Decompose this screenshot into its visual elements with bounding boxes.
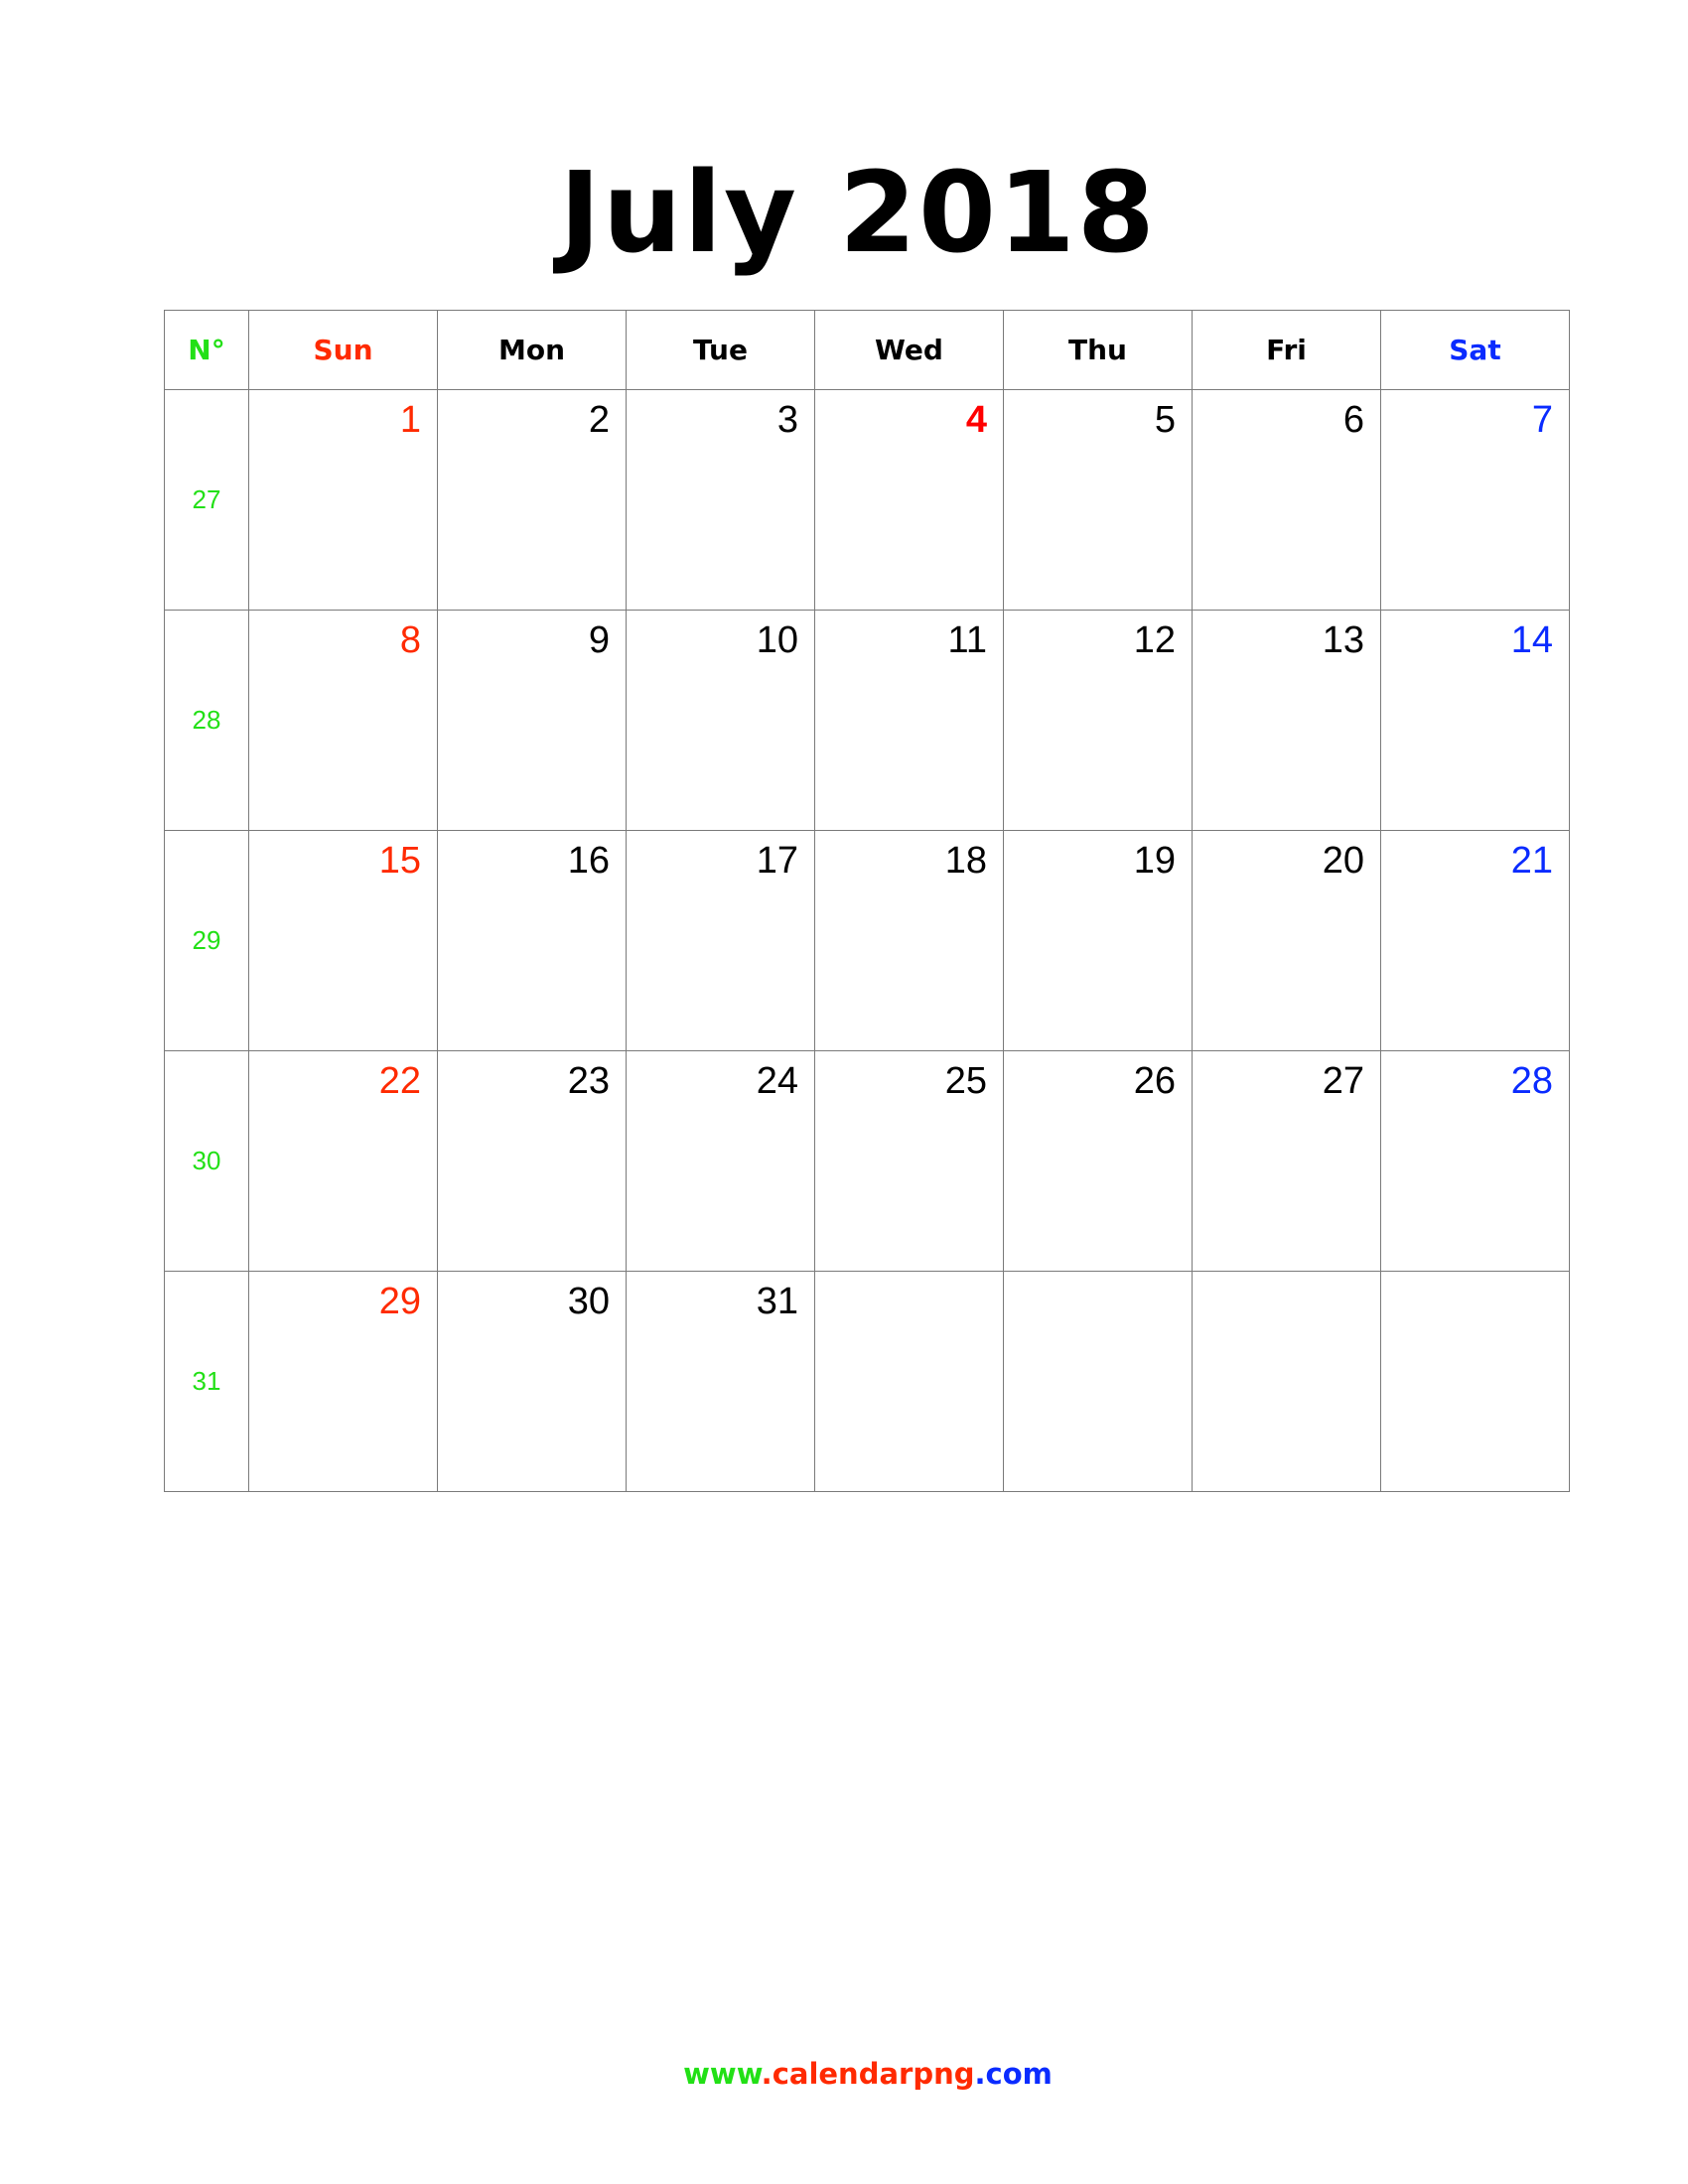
- day-number: 9: [588, 619, 610, 661]
- day-number: 26: [1133, 1060, 1176, 1102]
- day-cell: 23: [437, 1050, 627, 1272]
- week-row: 29 15 16 17 18 19 20 21: [164, 830, 1570, 1051]
- calendar-grid: N° Sun Mon Tue Wed Thu Fri Sat 27 1 2 3 …: [164, 310, 1570, 1492]
- week-row: 30 22 23 24 25 26 27 28: [164, 1050, 1570, 1272]
- day-number: 5: [1154, 399, 1176, 441]
- day-number: 21: [1510, 840, 1553, 882]
- day-cell: [1192, 1271, 1381, 1492]
- day-number: 16: [567, 840, 610, 882]
- week-number: 27: [164, 389, 249, 611]
- day-cell: 21: [1380, 830, 1570, 1051]
- day-cell: 29: [248, 1271, 438, 1492]
- weekday-header-tue: Tue: [626, 310, 815, 390]
- day-cell: 17: [626, 830, 815, 1051]
- day-cell: 12: [1003, 610, 1193, 831]
- week-number: 28: [164, 610, 249, 831]
- weekday-header-mon: Mon: [437, 310, 627, 390]
- weekday-header-row: N° Sun Mon Tue Wed Thu Fri Sat: [164, 310, 1570, 390]
- day-cell: 10: [626, 610, 815, 831]
- week-row: 31 29 30 31: [164, 1271, 1570, 1492]
- day-cell: 1: [248, 389, 438, 611]
- weekday-header-sun: Sun: [248, 310, 438, 390]
- day-number: 3: [776, 399, 798, 441]
- day-cell: 9: [437, 610, 627, 831]
- day-number: 14: [1510, 619, 1553, 661]
- day-cell: 14: [1380, 610, 1570, 831]
- day-cell: 5: [1003, 389, 1193, 611]
- week-number-header: N°: [164, 310, 249, 390]
- day-cell: 25: [814, 1050, 1004, 1272]
- day-number: 30: [567, 1281, 610, 1322]
- day-number: 31: [756, 1281, 798, 1322]
- week-number: 30: [164, 1050, 249, 1272]
- week-number: 29: [164, 830, 249, 1051]
- weekday-header-thu: Thu: [1003, 310, 1193, 390]
- day-number: 4: [965, 399, 987, 441]
- day-number: 23: [567, 1060, 610, 1102]
- day-number: 27: [1322, 1060, 1364, 1102]
- day-number: 12: [1133, 619, 1176, 661]
- day-cell: 18: [814, 830, 1004, 1051]
- day-number: 10: [756, 619, 798, 661]
- day-number: 8: [399, 619, 421, 661]
- day-number: 18: [944, 840, 987, 882]
- day-cell: 24: [626, 1050, 815, 1272]
- week-number: 31: [164, 1271, 249, 1492]
- day-cell: 30: [437, 1271, 627, 1492]
- day-cell: 7: [1380, 389, 1570, 611]
- day-cell: [1003, 1271, 1193, 1492]
- page-title: July 2018: [559, 149, 1157, 278]
- footer-url-part-domain: .calendarpng: [761, 2057, 975, 2091]
- day-number: 2: [588, 399, 610, 441]
- day-number: 6: [1342, 399, 1364, 441]
- day-number: 29: [378, 1281, 421, 1322]
- day-number: 20: [1322, 840, 1364, 882]
- day-number: 15: [378, 840, 421, 882]
- footer-url[interactable]: www.calendarpng.com: [0, 2057, 1688, 2091]
- day-number: 17: [756, 840, 798, 882]
- day-cell: 8: [248, 610, 438, 831]
- week-row: 27 1 2 3 4 5 6 7: [164, 389, 1570, 611]
- day-cell: 2: [437, 389, 627, 611]
- day-cell: 28: [1380, 1050, 1570, 1272]
- day-number: 13: [1322, 619, 1364, 661]
- day-number: 1: [399, 399, 421, 441]
- day-cell: 20: [1192, 830, 1381, 1051]
- day-cell: 16: [437, 830, 627, 1051]
- day-cell: 13: [1192, 610, 1381, 831]
- week-row: 28 8 9 10 11 12 13 14: [164, 610, 1570, 831]
- footer-url-part-tld: .com: [974, 2057, 1053, 2091]
- day-number: 24: [756, 1060, 798, 1102]
- day-cell: 11: [814, 610, 1004, 831]
- day-cell: 4: [814, 389, 1004, 611]
- weekday-header-fri: Fri: [1192, 310, 1381, 390]
- weekday-header-wed: Wed: [814, 310, 1004, 390]
- day-cell: 22: [248, 1050, 438, 1272]
- day-cell: 27: [1192, 1050, 1381, 1272]
- day-cell: [1380, 1271, 1570, 1492]
- footer-url-part-www: www: [683, 2057, 762, 2091]
- day-number: 22: [378, 1060, 421, 1102]
- day-cell: [814, 1271, 1004, 1492]
- day-cell: 6: [1192, 389, 1381, 611]
- day-cell: 15: [248, 830, 438, 1051]
- weekday-header-sat: Sat: [1380, 310, 1570, 390]
- day-cell: 19: [1003, 830, 1193, 1051]
- day-number: 28: [1510, 1060, 1553, 1102]
- day-number: 11: [947, 619, 987, 661]
- day-number: 19: [1133, 840, 1176, 882]
- day-number: 7: [1531, 399, 1553, 441]
- day-number: 25: [944, 1060, 987, 1102]
- day-cell: 3: [626, 389, 815, 611]
- day-cell: 31: [626, 1271, 815, 1492]
- day-cell: 26: [1003, 1050, 1193, 1272]
